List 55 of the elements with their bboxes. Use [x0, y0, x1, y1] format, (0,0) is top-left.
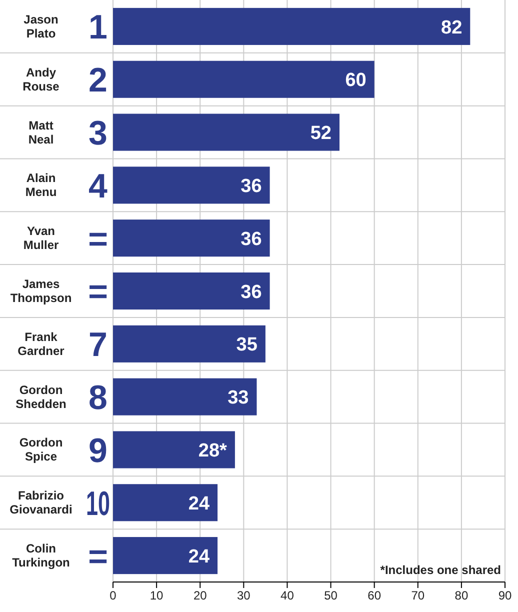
x-tick-label: 90 [498, 588, 512, 603]
data-label: 82 [441, 17, 462, 38]
bar [113, 537, 218, 574]
y-tick-label: Gordon Shedden [16, 382, 66, 411]
bar [113, 325, 266, 362]
text: 9 [88, 432, 108, 470]
data-label: 36 [240, 228, 262, 250]
text: 3 [88, 114, 108, 153]
bar [113, 378, 257, 416]
text: 2 [88, 62, 108, 100]
y-tick-label: Jason Plato [24, 12, 58, 40]
bar [113, 114, 340, 151]
data-label: 36 [240, 176, 262, 198]
text: 8 [88, 379, 108, 418]
text: 1 [88, 8, 108, 47]
y-tick-label: Gordon Spice [19, 436, 63, 464]
bar [113, 220, 270, 257]
y-tick-label: Alain Menu [25, 171, 57, 200]
x-tick-label: 30 [236, 588, 251, 603]
x-tick-label: 20 [193, 588, 208, 603]
annotation: *Includes one shared [380, 563, 501, 577]
data-label: 28* [198, 440, 228, 462]
y-tick-label: Fabrizio Giovanardi [10, 488, 72, 517]
x-tick-label: 50 [324, 588, 338, 603]
text: = [88, 220, 108, 258]
data-label: 24 [188, 493, 210, 514]
y-tick-label: James Thompson [10, 277, 72, 305]
x-tick-label: 60 [368, 588, 382, 603]
text: 4 [88, 167, 108, 206]
y-tick-label: Yvan Muller [23, 224, 59, 252]
text: 7 [88, 326, 108, 364]
y-tick-label: Frank Gardner [18, 330, 65, 358]
x-tick-label: 10 [150, 588, 164, 603]
data-label: 36 [240, 282, 262, 303]
bar [113, 272, 270, 310]
x-tick-label: 40 [280, 588, 294, 603]
x-tick-label: 80 [454, 588, 468, 603]
bar [113, 60, 374, 98]
y-tick-label: Andy Rouse [22, 65, 60, 94]
x-tick-label: 0 [110, 588, 117, 603]
y-tick-label: Colin Turkingon [12, 542, 70, 570]
data-label: 33 [228, 388, 249, 409]
x-tick-label: 70 [411, 588, 425, 603]
bar [113, 8, 470, 45]
y-tick-label: Matt Neal [28, 118, 54, 146]
text: = [88, 538, 108, 576]
bar [113, 484, 218, 522]
bar [113, 431, 235, 468]
bar [113, 166, 270, 204]
data-label: 60 [345, 70, 366, 92]
data-label: 52 [310, 123, 332, 144]
data-label: 35 [236, 334, 258, 356]
annotation: 10 [86, 484, 124, 523]
data-label: 24 [188, 546, 210, 568]
text: = [88, 273, 108, 312]
